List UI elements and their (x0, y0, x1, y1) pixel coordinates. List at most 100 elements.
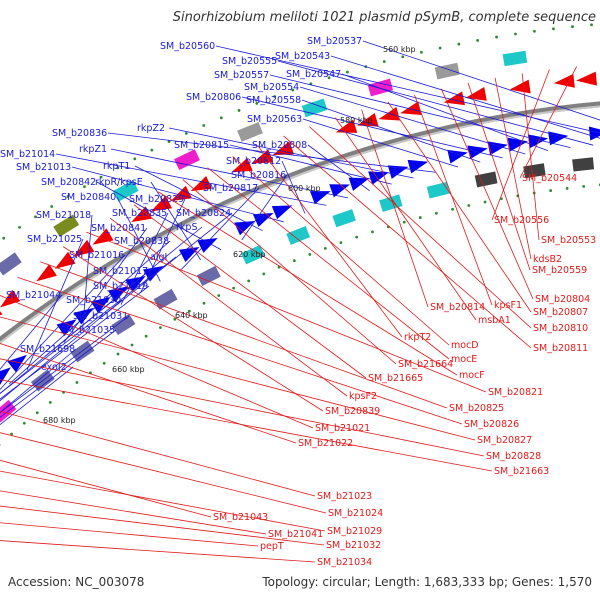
reverse-gene-label[interactable]: msbA1 (478, 315, 511, 326)
reverse-gene-label[interactable]: SM_b20828 (486, 451, 541, 462)
feature-block (111, 313, 136, 336)
forward-gene-label[interactable]: SM_b20563 (247, 114, 302, 125)
reverse-gene-label[interactable]: SM_b21664 (398, 359, 453, 370)
forward-label-leader (55, 153, 327, 206)
reverse-gene-label[interactable]: SM_b20544 (522, 173, 577, 184)
reverse-gene-label[interactable]: SM_b21043 (213, 512, 268, 523)
forward-gene-label[interactable]: rkpZ1 (79, 144, 107, 155)
reverse-gene-label[interactable]: SM_b21023 (317, 491, 372, 502)
reverse-gene-label[interactable]: SM_b20553 (541, 235, 596, 246)
reverse-gene-label[interactable]: SM_b20839 (325, 406, 380, 417)
reverse-gene-label[interactable]: SM_b21663 (494, 466, 549, 477)
ruler-label: 560 kbp (383, 45, 416, 54)
forward-gene-label[interactable]: SM_b20543 (275, 51, 330, 62)
reverse-gene-label[interactable]: mocD (451, 340, 479, 351)
forward-gene-label[interactable]: SM_b21014 (0, 149, 55, 160)
reverse-gene-label[interactable]: rkpT2 (404, 332, 431, 343)
reverse-gene-arrow (272, 141, 295, 156)
forward-gene-arrow (234, 221, 255, 236)
reverse-label-leader (0, 295, 314, 429)
reverse-gene-label[interactable]: mocF (459, 370, 485, 381)
reverse-gene-label[interactable]: SM_b20807 (533, 307, 588, 318)
forward-gene-label[interactable]: SM_b20824 (176, 208, 231, 219)
forward-label-leader (0, 315, 130, 414)
reverse-gene-label[interactable]: SM_b21024 (328, 508, 383, 519)
forward-gene-label[interactable]: SM_b20829 (129, 194, 184, 205)
forward-gene-label[interactable]: SM_b20835 (112, 208, 167, 219)
forward-gene-label[interactable]: SM_b20558 (246, 95, 301, 106)
tick-mark (18, 225, 21, 229)
tick-mark (327, 76, 331, 80)
reverse-gene-label[interactable]: SM_b20826 (464, 419, 519, 430)
forward-gene-label[interactable]: SM_b21019 (93, 281, 148, 292)
forward-gene-label[interactable]: rkpS (176, 222, 197, 233)
reverse-gene-label[interactable]: kpsF1 (494, 300, 522, 311)
forward-gene-label[interactable]: algI (150, 252, 167, 263)
reverse-gene-label[interactable]: kdsB2 (533, 254, 562, 265)
reverse-gene-label[interactable]: SM_b20556 (494, 215, 549, 226)
forward-gene-label[interactable]: SM_b21031 (73, 311, 128, 322)
forward-gene-label[interactable]: rkpR/kpsE (95, 177, 143, 188)
forward-gene-label[interactable]: SM_b21025 (27, 234, 82, 245)
reverse-gene-label[interactable]: SM_b21022 (298, 438, 353, 449)
forward-gene-label[interactable]: SM_b21035 (60, 325, 115, 336)
forward-gene-label[interactable]: SM_b20812 (226, 156, 281, 167)
forward-gene-label[interactable]: SM_b21017 (93, 266, 148, 277)
forward-gene-label[interactable]: SM_b20841 (91, 223, 146, 234)
forward-gene-label[interactable]: SM_b20842 (41, 177, 96, 188)
reverse-gene-label[interactable]: SM_b20827 (477, 435, 532, 446)
forward-gene-label[interactable]: SM_b20560 (160, 41, 215, 52)
forward-gene-label[interactable]: SM_b20815 (174, 140, 229, 151)
reverse-gene-label[interactable]: SM_b21021 (315, 423, 370, 434)
tick-mark (355, 235, 359, 239)
forward-gene-label[interactable]: SM_b20555 (222, 56, 277, 67)
reverse-gene-label[interactable]: SM_b21034 (317, 557, 372, 568)
tick-mark (66, 195, 70, 198)
reverse-gene-label[interactable]: SM_b20811 (533, 343, 588, 354)
forward-gene-label[interactable]: SM_b20806 (186, 92, 241, 103)
reverse-gene-label[interactable]: SM_b20559 (532, 265, 587, 276)
forward-gene-label[interactable]: SM_b20557 (214, 70, 269, 81)
reverse-gene-label[interactable]: SM_b20814 (430, 302, 485, 313)
forward-gene-label[interactable]: SM_b21013 (16, 162, 71, 173)
reverse-gene-label[interactable]: kpsF2 (349, 391, 377, 402)
accession-text: Accession: NC_003078 (8, 575, 145, 589)
forward-gene-label[interactable]: SM_b21018 (36, 210, 91, 221)
feature-block (237, 122, 263, 142)
forward-gene-label[interactable]: SM_b20547 (286, 69, 341, 80)
reverse-gene-label[interactable]: SM_b20821 (488, 387, 543, 398)
forward-gene-label[interactable]: SM_b20554 (244, 82, 299, 93)
forward-gene-label[interactable]: SM_b20537 (307, 36, 362, 47)
forward-gene-label[interactable]: SM_b20808 (252, 140, 307, 151)
reverse-gene-label[interactable]: SM_b21029 (327, 526, 382, 537)
forward-gene-label[interactable]: SM_b20816 (231, 170, 286, 181)
forward-gene-label[interactable]: rkpT1 (103, 161, 130, 172)
reverse-gene-label[interactable]: SM_b21665 (368, 373, 423, 384)
reverse-label-leader (133, 204, 367, 379)
forward-label-leader (0, 254, 126, 391)
reverse-gene-label[interactable]: SM_b20804 (535, 294, 590, 305)
forward-gene-label[interactable]: SM_b21030 (66, 295, 121, 306)
feature-ring (0, 23, 600, 446)
tick-mark (116, 166, 120, 170)
reverse-gene-label[interactable]: mocE (451, 354, 477, 365)
forward-gene-label[interactable]: SM_b21698 (20, 344, 75, 355)
forward-gene-label[interactable]: exoI2 (41, 362, 67, 373)
forward-gene-label[interactable]: SM_b20840 (61, 192, 116, 203)
forward-gene-label[interactable]: SM_b20817 (203, 183, 258, 194)
forward-gene-label[interactable]: rkpZ2 (137, 123, 165, 134)
reverse-gene-label[interactable]: SM_b20810 (533, 323, 588, 334)
feature-block (196, 265, 221, 287)
reverse-gene-label[interactable]: SM_b20825 (449, 403, 504, 414)
forward-gene-label[interactable]: SM_b21016 (69, 250, 124, 261)
forward-label-leader (107, 132, 436, 173)
reverse-gene-label[interactable]: pepT (260, 541, 284, 552)
tick-mark (159, 326, 162, 330)
reverse-label-leader (232, 156, 450, 346)
forward-gene-label[interactable]: SM_b20836 (52, 128, 107, 139)
forward-gene-label[interactable]: SM_b21044 (6, 290, 61, 301)
reverse-label-leader (0, 459, 212, 518)
reverse-gene-label[interactable]: SM_b21032 (326, 540, 381, 551)
reverse-gene-label[interactable]: SM_b21041 (268, 529, 323, 540)
forward-label-leader (140, 198, 186, 294)
